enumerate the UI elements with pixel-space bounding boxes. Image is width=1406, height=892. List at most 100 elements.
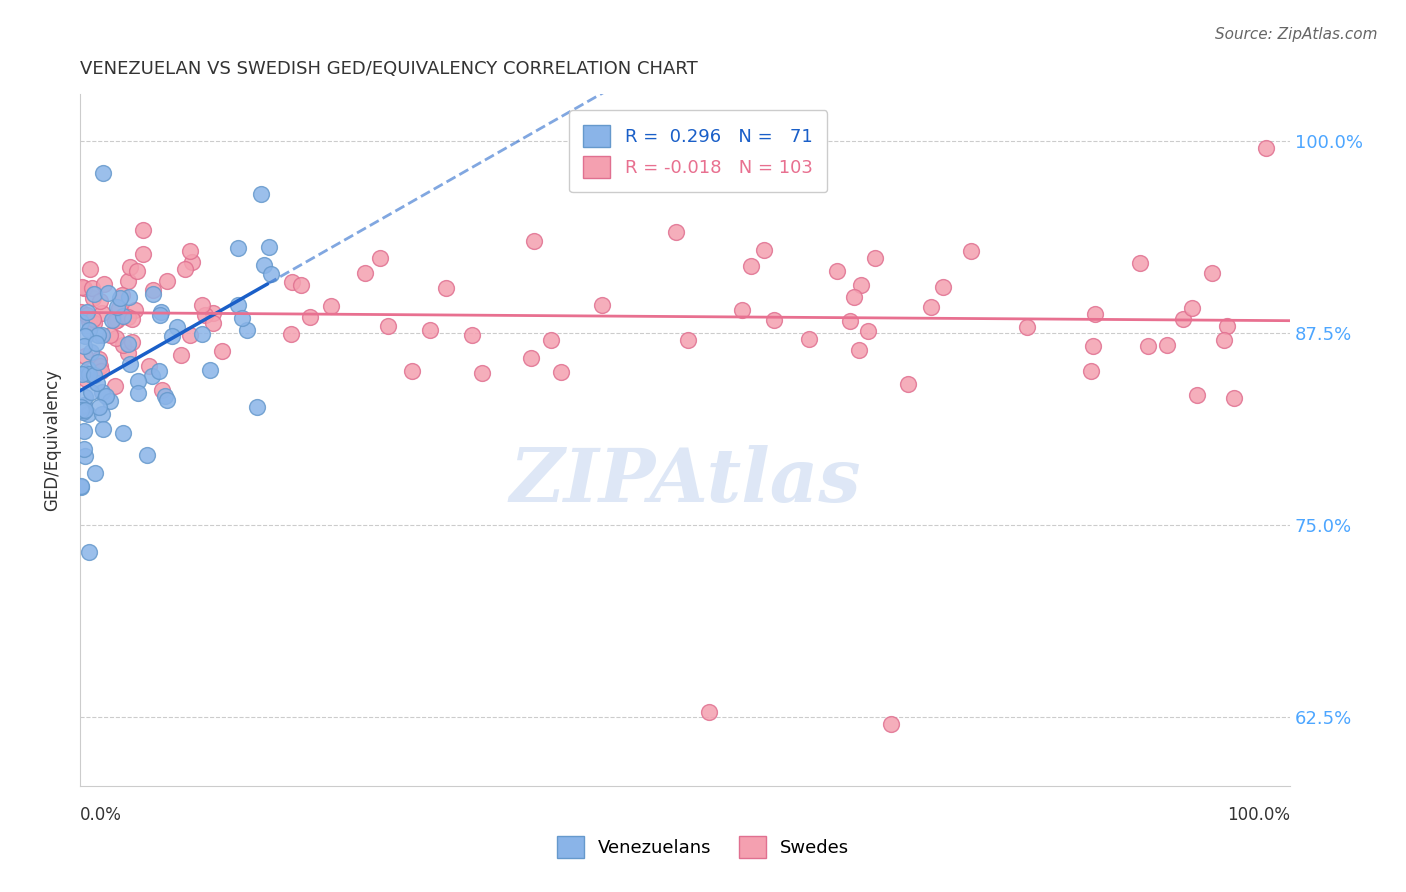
Point (104, 314, 127, 328)
Point (797, 332, 820, 346)
Point (1156, 338, 1178, 352)
Point (91, 422, 114, 436)
Point (117, 289, 139, 303)
Point (96, 389, 118, 403)
Point (471, 366, 494, 380)
Point (1084, 307, 1107, 321)
Point (401, 364, 423, 378)
Point (82, 311, 104, 326)
Point (1254, 141, 1277, 155)
Point (77, 367, 100, 381)
Point (260, 267, 283, 281)
Point (897, 376, 920, 391)
Point (839, 314, 862, 328)
Point (138, 359, 160, 373)
Point (174, 262, 197, 277)
Point (86, 355, 108, 369)
Point (91, 327, 114, 342)
Point (70, 480, 93, 494)
Point (72, 405, 94, 419)
Point (108, 301, 131, 315)
Point (665, 225, 688, 239)
Point (93, 277, 115, 291)
Point (89, 359, 111, 373)
Point (70, 315, 93, 329)
Y-axis label: GED/Equivalency: GED/Equivalency (44, 369, 60, 511)
Point (86, 376, 108, 390)
Point (842, 290, 865, 304)
Point (179, 244, 201, 258)
Point (150, 305, 173, 319)
Point (235, 323, 257, 337)
Point (1223, 392, 1246, 406)
Point (202, 306, 225, 320)
Point (142, 283, 165, 297)
Point (434, 281, 457, 295)
Point (730, 302, 752, 317)
Point (77, 314, 100, 328)
Point (226, 298, 249, 312)
Point (131, 223, 153, 237)
Point (73, 349, 96, 363)
Point (1081, 339, 1104, 353)
Point (91, 384, 114, 399)
Point (117, 274, 139, 288)
Point (461, 328, 484, 343)
Point (932, 280, 955, 294)
Point (763, 312, 786, 326)
Point (97, 285, 120, 300)
Point (1136, 339, 1159, 353)
Point (118, 260, 141, 274)
Point (419, 322, 441, 336)
Point (70, 305, 93, 319)
Point (121, 312, 143, 326)
Point (246, 400, 269, 414)
Point (1201, 266, 1223, 280)
Point (170, 348, 193, 362)
Point (136, 448, 159, 462)
Point (70, 479, 93, 493)
Point (112, 310, 135, 324)
Point (368, 252, 391, 266)
Point (257, 240, 280, 254)
Point (72, 367, 94, 381)
Point (111, 288, 134, 302)
Point (72, 442, 94, 457)
Point (127, 386, 149, 401)
Point (697, 705, 720, 719)
Point (190, 326, 212, 341)
Point (80, 384, 103, 399)
Point (87, 351, 110, 366)
Point (132, 247, 155, 261)
Point (91, 166, 114, 180)
Point (120, 357, 142, 371)
Point (201, 316, 224, 330)
Point (180, 255, 202, 269)
Point (156, 274, 179, 288)
Point (87, 400, 110, 414)
Point (73, 449, 96, 463)
Point (76, 308, 98, 322)
Point (1216, 318, 1239, 333)
Point (156, 393, 179, 408)
Point (112, 426, 135, 441)
Point (105, 300, 128, 314)
Point (70, 403, 93, 417)
Point (879, 717, 901, 731)
Point (298, 310, 321, 324)
Point (863, 251, 886, 265)
Point (73, 424, 96, 438)
Point (73, 398, 96, 412)
Point (353, 266, 375, 280)
Point (127, 374, 149, 388)
Text: Source: ZipAtlas.com: Source: ZipAtlas.com (1215, 27, 1378, 42)
Point (211, 344, 233, 359)
Point (149, 308, 172, 322)
Point (98, 394, 121, 409)
Text: 0.0%: 0.0% (80, 805, 122, 823)
Point (166, 319, 188, 334)
Point (125, 263, 148, 277)
Point (77, 407, 100, 421)
Point (540, 333, 562, 347)
Point (87, 327, 110, 342)
